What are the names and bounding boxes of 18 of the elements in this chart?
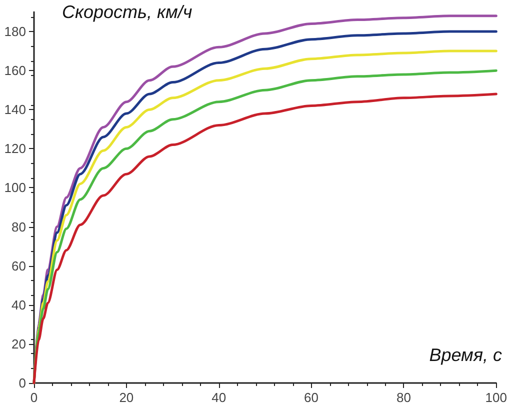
y-tick-label: 60 <box>12 258 26 274</box>
y-tick-label: 0 <box>18 376 26 390</box>
y-tick-label: 180 <box>4 24 26 40</box>
y-tick-label: 40 <box>12 297 26 312</box>
x-tick-label: 0 <box>30 390 38 404</box>
x-tick-label: 80 <box>396 390 411 404</box>
y-tick-label: 140 <box>4 102 26 118</box>
x-tick-label: 60 <box>304 390 319 404</box>
y-tick-label: 80 <box>12 219 26 234</box>
y-tick-label: 160 <box>4 63 26 78</box>
x-axis-title: Время, с <box>429 345 502 365</box>
y-axis-title: Скорость, км/ч <box>62 2 192 22</box>
x-tick-label: 40 <box>212 390 226 404</box>
x-tick-label: 20 <box>119 390 134 404</box>
y-tick-label: 100 <box>4 180 26 196</box>
y-tick-label: 20 <box>12 336 26 352</box>
y-tick-label: 120 <box>4 141 26 156</box>
x-tick-label: 100 <box>485 390 508 404</box>
